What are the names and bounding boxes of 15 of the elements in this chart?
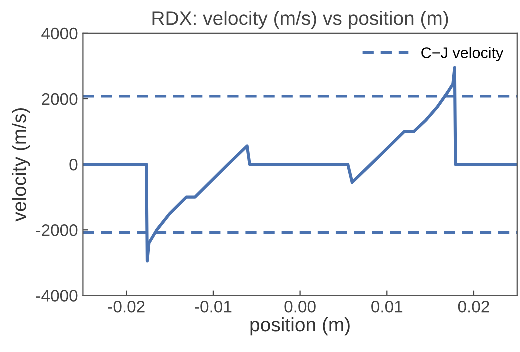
- y-tick-label: 0: [70, 158, 78, 171]
- chart-title: RDX: velocity (m/s) vs position (m): [152, 11, 448, 30]
- y-tick-label: 2000: [42, 93, 78, 106]
- y-axis-title: velocity (m/s): [12, 108, 30, 222]
- x-tick-label: 0.00: [284, 300, 316, 313]
- legend-label: C−J velocity: [422, 47, 504, 62]
- y-tick-label: -2000: [36, 224, 78, 236]
- y-tick-label: -4000: [36, 290, 78, 302]
- x-tick-label: -0.02: [108, 300, 145, 313]
- x-tick-label: 0.01: [372, 300, 403, 313]
- y-tick-label: 4000: [42, 28, 78, 40]
- x-axis-title: position (m): [250, 317, 350, 336]
- x-tick-label: 0.02: [458, 300, 490, 313]
- line-series: [83, 66, 518, 263]
- x-tick-label: -0.01: [195, 300, 232, 313]
